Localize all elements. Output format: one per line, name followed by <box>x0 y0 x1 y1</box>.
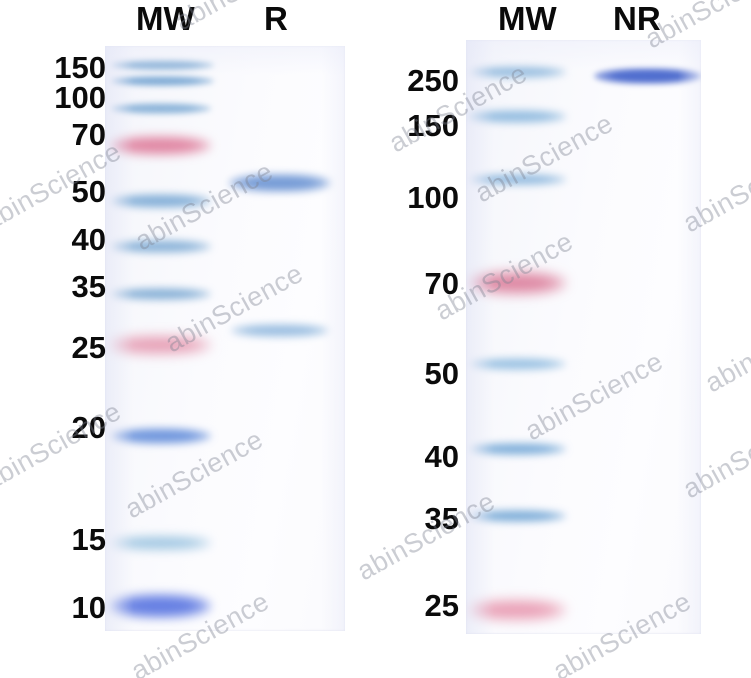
mw-label-100: 100 <box>407 180 459 215</box>
mw-label-150: 150 <box>54 50 106 85</box>
band-mw-70 <box>109 136 211 155</box>
band-mw-250 <box>470 66 566 78</box>
mw-label-15: 15 <box>71 522 106 557</box>
mw-label-40: 40 <box>424 439 459 474</box>
left-panel-gel-area <box>105 46 345 631</box>
right-panel-gel-area <box>466 40 701 634</box>
band-mw-50 <box>111 194 211 208</box>
band-mw-100 <box>111 103 211 114</box>
mw-label-35: 35 <box>71 269 106 304</box>
mw-label-10: 10 <box>71 590 106 625</box>
band-r-25 <box>231 324 329 337</box>
band-nr-250 <box>594 68 701 84</box>
band-mw-35 <box>470 510 566 522</box>
band-mw-130 <box>111 76 214 86</box>
band-mw-20 <box>111 428 211 444</box>
lane-header-mw: MW <box>136 0 195 37</box>
band-mw-70 <box>468 272 566 294</box>
lane-header-nr: NR <box>613 0 661 37</box>
band-mw-35 <box>111 288 211 300</box>
mw-label-50: 50 <box>424 356 459 391</box>
lane-header-r: R <box>264 0 288 37</box>
band-r-50 <box>229 174 331 192</box>
mw-label-70: 70 <box>71 117 106 152</box>
mw-label-40: 40 <box>71 222 106 257</box>
mw-label-250: 250 <box>407 63 459 98</box>
band-mw-25 <box>109 336 211 354</box>
mw-label-25: 25 <box>424 588 459 623</box>
band-mw-25 <box>468 600 566 620</box>
mw-label-100: 100 <box>54 80 106 115</box>
band-mw-50 <box>470 358 566 370</box>
band-mw-15 <box>111 536 211 550</box>
mw-label-50: 50 <box>71 174 106 209</box>
mw-label-20: 20 <box>71 410 106 445</box>
mw-label-150: 150 <box>407 108 459 143</box>
band-mw-150 <box>111 60 214 70</box>
mw-label-25: 25 <box>71 330 106 365</box>
band-mw-40 <box>470 443 566 455</box>
band-mw-10 <box>109 594 211 618</box>
band-mw-100 <box>470 174 566 185</box>
band-mw-150 <box>468 110 566 123</box>
mw-label-35: 35 <box>424 501 459 536</box>
mw-label-70: 70 <box>424 266 459 301</box>
band-mw-40 <box>111 240 211 253</box>
lane-header-mw: MW <box>498 0 557 37</box>
